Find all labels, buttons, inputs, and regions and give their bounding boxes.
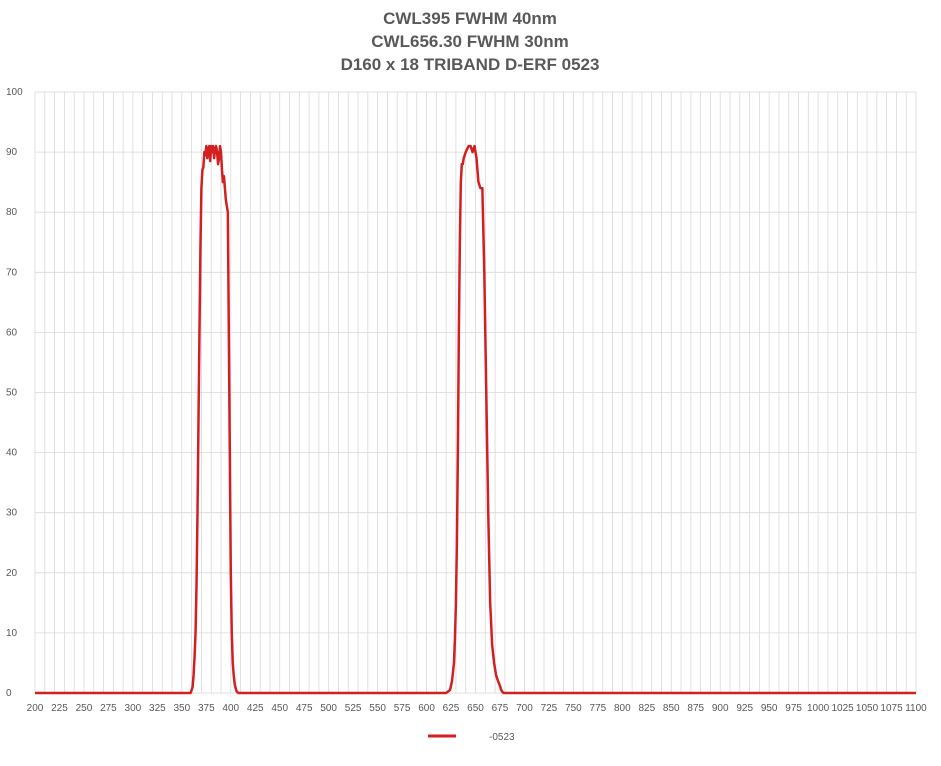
x-tick-label: 1075: [880, 703, 903, 714]
x-tick-label: 250: [76, 703, 93, 714]
chart-title: CWL395 FWHM 40nm CWL656.30 FWHM 30nm D16…: [341, 9, 600, 74]
legend: -0523: [428, 732, 515, 743]
x-tick-label: 400: [222, 703, 239, 714]
y-tick-label: 30: [6, 508, 18, 519]
x-tick-label: 600: [418, 703, 435, 714]
x-tick-label: 950: [761, 703, 778, 714]
chart-title-line-2: CWL656.30 FWHM 30nm: [371, 32, 568, 51]
y-tick-label: 60: [6, 327, 18, 338]
y-tick-label: 80: [6, 207, 18, 218]
x-tick-label: 975: [785, 703, 802, 714]
legend-label: -0523: [489, 732, 515, 743]
y-tick-label: 10: [6, 628, 18, 639]
x-tick-label: 875: [687, 703, 704, 714]
y-tick-label: 70: [6, 267, 18, 278]
x-tick-label: 550: [369, 703, 386, 714]
plot-grid: [34, 91, 917, 694]
x-tick-label: 925: [736, 703, 753, 714]
y-tick-label: 20: [6, 568, 18, 579]
y-tick-label: 40: [6, 448, 18, 459]
x-tick-label: 275: [100, 703, 117, 714]
series-lines: [35, 144, 916, 695]
x-tick-label: 750: [565, 703, 582, 714]
x-tick-label: 800: [614, 703, 631, 714]
x-tick-label: 900: [712, 703, 729, 714]
x-tick-label: 700: [516, 703, 533, 714]
chart-title-line-1: CWL395 FWHM 40nm: [383, 9, 557, 28]
y-tick-label: 0: [6, 688, 12, 699]
x-tick-label: 450: [271, 703, 288, 714]
x-tick-label: 1025: [831, 703, 854, 714]
y-tick-label: 100: [6, 87, 23, 98]
x-tick-label: 200: [27, 703, 44, 714]
x-tick-label: 825: [638, 703, 655, 714]
x-tick-label: 1100: [905, 703, 927, 714]
x-tick-label: 300: [125, 703, 142, 714]
x-tick-label: 1050: [856, 703, 879, 714]
x-tick-label: 350: [173, 703, 190, 714]
x-tick-label: 775: [590, 703, 607, 714]
x-tick-label: 725: [541, 703, 558, 714]
x-tick-label: 475: [296, 703, 313, 714]
y-tick-label: 50: [6, 388, 18, 399]
x-tick-label: 525: [345, 703, 362, 714]
x-tick-label: 225: [51, 703, 68, 714]
series-line: [35, 144, 916, 695]
axis-tick-labels: 0 10 20 30 40 50 60 70 80 90 100 200 225 250 275 300 325…: [6, 87, 927, 714]
x-tick-label: 575: [394, 703, 411, 714]
x-tick-label: 675: [492, 703, 509, 714]
y-tick-label: 90: [6, 147, 18, 158]
x-tick-label: 650: [467, 703, 484, 714]
x-tick-label: 325: [149, 703, 166, 714]
x-tick-label: 500: [320, 703, 337, 714]
chart-title-line-3: D160 x 18 TRIBAND D-ERF 0523: [341, 55, 600, 74]
x-tick-label: 1000: [807, 703, 830, 714]
x-tick-label: 425: [247, 703, 264, 714]
x-tick-label: 850: [663, 703, 680, 714]
x-tick-label: 625: [443, 703, 460, 714]
x-tick-label: 375: [198, 703, 215, 714]
